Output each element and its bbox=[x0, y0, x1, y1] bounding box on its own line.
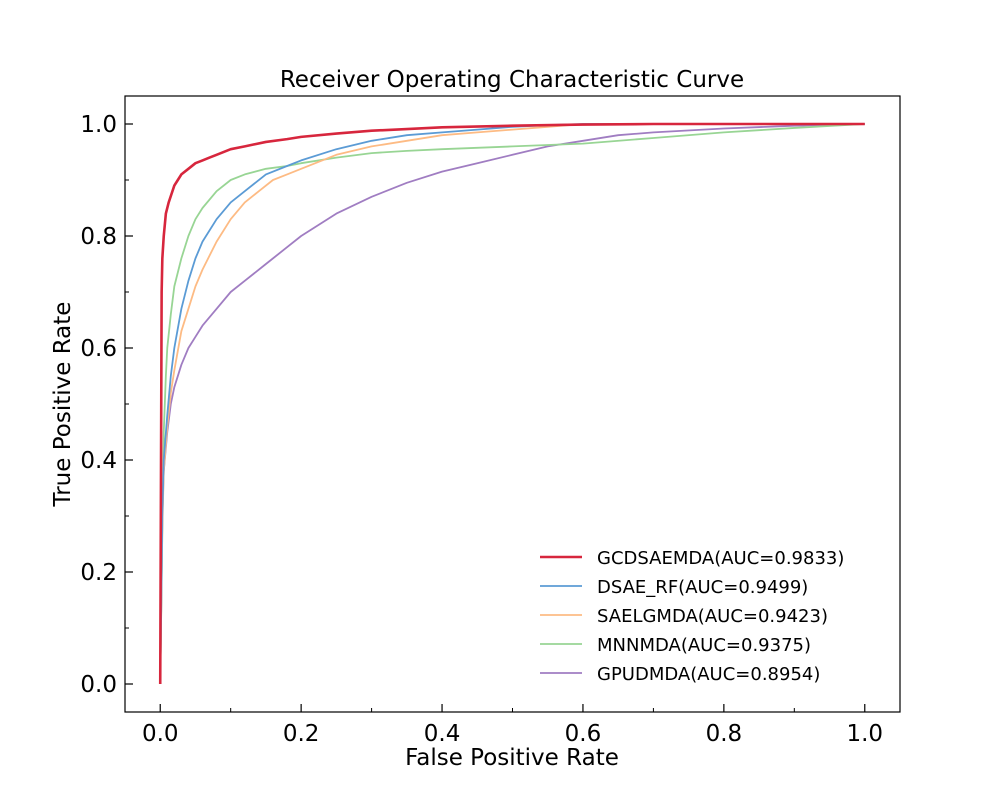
y-tick-label: 0.4 bbox=[80, 448, 117, 474]
x-tick-label: 0.0 bbox=[142, 721, 179, 747]
legend: GCDSAEMDA(AUC=0.9833) DSAE_RF(AUC=0.9499)… bbox=[540, 548, 844, 685]
x-tick-label: 0.6 bbox=[565, 721, 602, 747]
y-tick-label: 0.2 bbox=[80, 560, 117, 586]
x-tick-label: 1.0 bbox=[846, 721, 883, 747]
y-axis-label: True Positive Rate bbox=[50, 302, 76, 508]
y-tick-label: 1.0 bbox=[80, 112, 117, 138]
y-tick-label: 0.0 bbox=[80, 672, 117, 698]
legend-label-0: GCDSAEMDA(AUC=0.9833) bbox=[597, 548, 844, 569]
chart-title: Receiver Operating Characteristic Curve bbox=[280, 67, 744, 93]
x-tick-label: 0.8 bbox=[706, 721, 743, 747]
series-line-3 bbox=[159, 123, 865, 685]
series-line-1 bbox=[159, 123, 865, 685]
x-axis: 0.0 0.2 0.4 0.6 0.8 1.0 bbox=[142, 704, 883, 747]
legend-label-1: DSAE_RF(AUC=0.9499) bbox=[597, 577, 808, 598]
y-tick-label: 0.8 bbox=[80, 224, 117, 250]
series-line-0 bbox=[158, 122, 865, 685]
y-tick-label: 0.6 bbox=[80, 336, 117, 362]
series-line-2 bbox=[159, 123, 865, 685]
legend-label-4: GPUDMDA(AUC=0.8954) bbox=[597, 664, 820, 685]
legend-label-3: MNNMDA(AUC=0.9375) bbox=[597, 635, 811, 656]
legend-label-2: SAELGMDA(AUC=0.9423) bbox=[597, 606, 828, 627]
series-line-4 bbox=[159, 123, 865, 685]
x-tick-label: 0.2 bbox=[283, 721, 320, 747]
y-axis: 0.0 0.2 0.4 0.6 0.8 1.0 bbox=[80, 112, 133, 698]
x-axis-label: False Positive Rate bbox=[405, 745, 619, 771]
plot-area bbox=[158, 122, 865, 685]
x-tick-label: 0.4 bbox=[424, 721, 461, 747]
